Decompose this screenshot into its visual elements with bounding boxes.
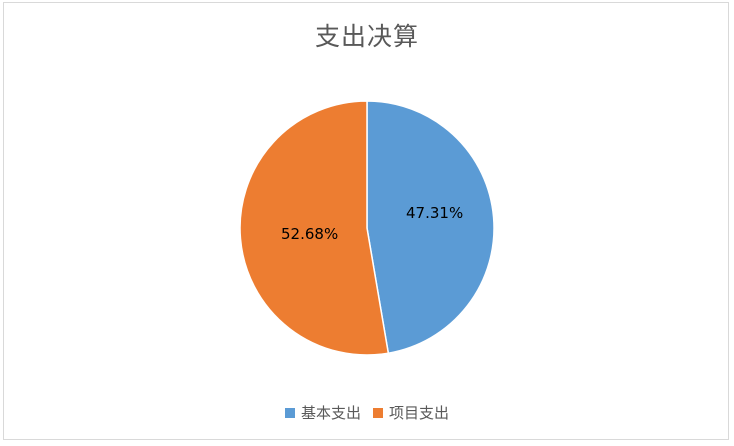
legend-swatch-project	[373, 407, 383, 418]
legend-item-project[interactable]: 项目支出	[373, 402, 449, 423]
chart-frame: 支出决算 47.31% 52.68% 基本支出 项目支出	[3, 2, 729, 440]
data-label-project: 52.68%	[281, 225, 338, 243]
pie-slice-project[interactable]	[239, 100, 390, 356]
pie-slice-basic[interactable]	[366, 100, 495, 355]
pie-chart: 47.31% 52.68%	[239, 100, 495, 356]
data-label-basic: 47.31%	[406, 204, 463, 222]
legend: 基本支出 项目支出	[4, 402, 730, 423]
legend-swatch-basic	[284, 407, 295, 418]
legend-label-project: 项目支出	[389, 404, 450, 422]
chart-title: 支出决算	[314, 22, 419, 51]
legend-label-basic: 基本支出	[300, 404, 361, 422]
legend-item-basic[interactable]: 基本支出	[284, 402, 361, 423]
